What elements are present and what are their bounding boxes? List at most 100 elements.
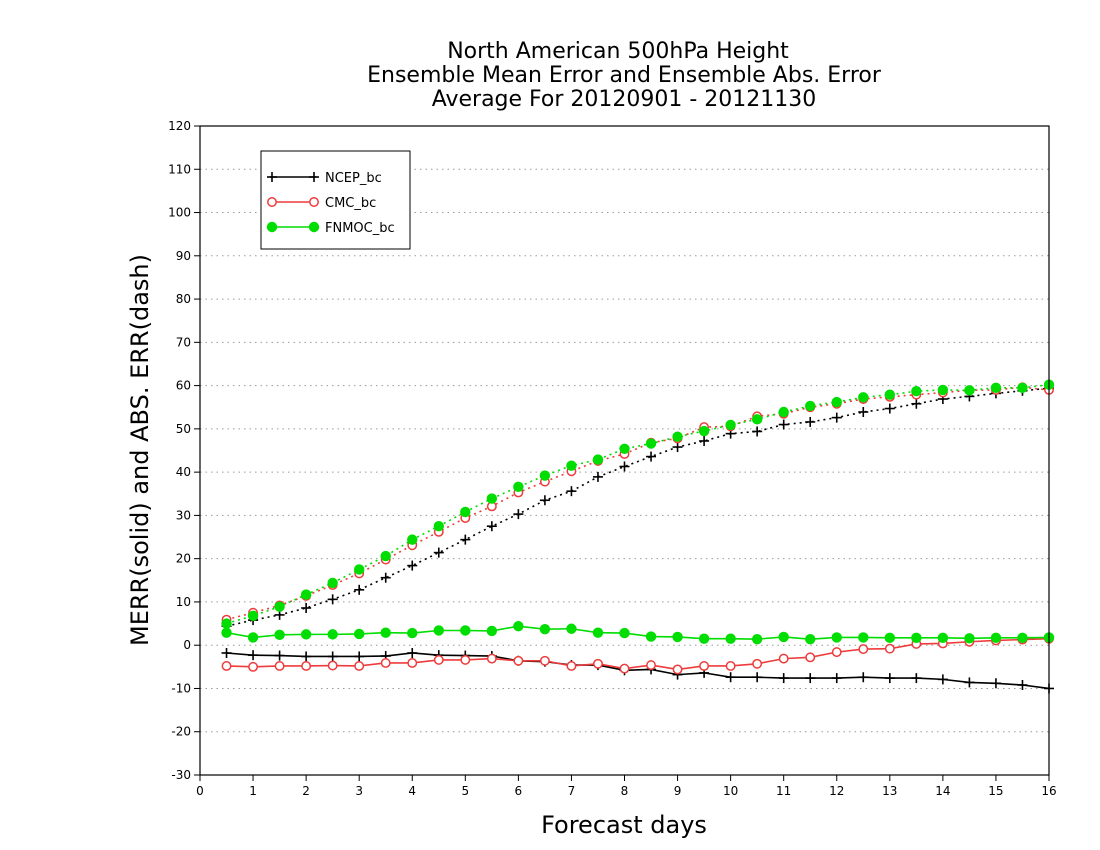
- y-tick-label: 10: [176, 595, 191, 609]
- series-layer: [221, 379, 1055, 694]
- point-merr-cmc-bc: [433, 654, 444, 665]
- legend-marker: [267, 197, 277, 207]
- point-abs-err-fnmoc-bc: [1017, 382, 1028, 393]
- point-abs-err-ncep-bc: [539, 495, 550, 506]
- point-merr-fnmoc-bc: [778, 631, 789, 643]
- point-merr-ncep-bc: [831, 673, 842, 684]
- point-merr-fnmoc-bc: [221, 627, 232, 638]
- series-ncep-bc: [221, 383, 1054, 694]
- grid: [200, 168, 1049, 733]
- point-merr-cmc-bc: [593, 658, 603, 669]
- legend-entries: NCEP_bc CMC_bc FNMOC_bc: [266, 171, 395, 236]
- x-tick-label: 2: [302, 784, 310, 798]
- point-merr-fnmoc-bc: [327, 629, 338, 640]
- x-tick-label: 10: [723, 784, 738, 798]
- legend-label: CMC_bc: [325, 196, 376, 211]
- point-merr-fnmoc-bc: [513, 620, 524, 632]
- point-merr-cmc-bc: [380, 657, 391, 668]
- point-merr-fnmoc-bc: [460, 625, 471, 636]
- point-abs-err-fnmoc-bc: [486, 493, 498, 504]
- point-abs-err-fnmoc-bc: [619, 443, 630, 454]
- point-merr-fnmoc-bc: [645, 631, 657, 642]
- point-merr-ncep-bc: [407, 647, 418, 658]
- point-merr-cmc-bc: [646, 660, 656, 671]
- point-abs-err-fnmoc-bc: [221, 618, 232, 629]
- point-merr-ncep-bc: [301, 651, 312, 662]
- point-merr-fnmoc-bc: [247, 632, 259, 643]
- point-merr-cmc-bc: [301, 661, 312, 671]
- point-merr-cmc-bc: [460, 654, 471, 665]
- point-merr-fnmoc-bc: [990, 632, 1002, 644]
- point-abs-err-fnmoc-bc: [884, 389, 896, 400]
- point-merr-cmc-bc: [539, 655, 550, 666]
- series-fnmoc-bc: [221, 379, 1055, 645]
- x-tick-label: 8: [621, 784, 629, 798]
- series-line-abs-err-ncep-bc: [226, 387, 1050, 627]
- point-abs-err-ncep-bc: [592, 471, 603, 482]
- point-abs-err-fnmoc-bc: [858, 392, 869, 403]
- point-abs-err-ncep-bc: [460, 534, 471, 545]
- point-abs-err-fnmoc-bc: [911, 386, 922, 397]
- point-merr-cmc-bc: [407, 657, 418, 668]
- y-tick-label: -10: [171, 681, 191, 695]
- point-merr-cmc-bc: [831, 647, 842, 658]
- legend-label: FNMOC_bc: [325, 221, 395, 236]
- point-merr-fnmoc-bc: [486, 625, 498, 637]
- point-abs-err-ncep-bc: [831, 412, 842, 423]
- series-cmc-bc: [221, 382, 1054, 675]
- y-tick-label: 20: [176, 552, 191, 566]
- point-merr-fnmoc-bc: [672, 631, 683, 643]
- series-line-merr-ncep-bc: [226, 652, 1050, 690]
- point-abs-err-ncep-bc: [884, 403, 895, 414]
- point-merr-fnmoc-bc: [698, 633, 710, 644]
- point-merr-fnmoc-bc: [407, 627, 418, 639]
- point-merr-fnmoc-bc: [300, 629, 312, 640]
- point-merr-fnmoc-bc: [380, 627, 391, 638]
- point-merr-fnmoc-bc: [831, 632, 842, 643]
- point-merr-cmc-bc: [354, 661, 365, 671]
- legend-item-cmc-bc: CMC_bc: [267, 196, 376, 211]
- point-abs-err-ncep-bc: [407, 560, 418, 571]
- point-abs-err-fnmoc-bc: [725, 419, 736, 431]
- point-merr-ncep-bc: [1017, 680, 1028, 691]
- y-tick-label: 90: [176, 249, 191, 263]
- point-abs-err-ncep-bc: [672, 442, 683, 453]
- point-abs-err-fnmoc-bc: [805, 400, 816, 412]
- point-merr-cmc-bc: [274, 661, 285, 671]
- series-line-abs-err-fnmoc-bc: [226, 383, 1050, 625]
- x-tick-label: 3: [355, 784, 363, 798]
- legend: NCEP_bc CMC_bc FNMOC_bc: [260, 150, 411, 250]
- x-tick-label: 16: [1041, 784, 1056, 798]
- point-abs-err-ncep-bc: [646, 451, 657, 462]
- point-merr-fnmoc-bc: [805, 633, 816, 645]
- point-abs-err-fnmoc-bc: [964, 385, 975, 396]
- point-abs-err-ncep-bc: [327, 594, 338, 605]
- y-axis-label: MERR(solid) and ABS. ERR(dash): [126, 254, 154, 646]
- point-merr-ncep-bc: [725, 672, 736, 683]
- x-tick-label: 1: [249, 784, 257, 798]
- x-tick-label: 12: [829, 784, 844, 798]
- point-merr-cmc-bc: [248, 661, 259, 672]
- point-merr-fnmoc-bc: [353, 628, 365, 640]
- point-abs-err-fnmoc-bc: [327, 577, 338, 589]
- point-abs-err-ncep-bc: [513, 509, 524, 520]
- chart-title-line-2: Ensemble Mean Error and Ensemble Abs. Er…: [367, 63, 882, 88]
- legend-marker: [266, 221, 278, 233]
- point-abs-err-ncep-bc: [354, 584, 365, 595]
- x-tick-label: 9: [674, 784, 682, 798]
- point-merr-cmc-bc: [486, 653, 497, 664]
- legend-marker: [309, 197, 319, 207]
- point-merr-ncep-bc: [884, 673, 895, 684]
- point-merr-fnmoc-bc: [592, 627, 604, 638]
- point-merr-fnmoc-bc: [566, 623, 577, 634]
- point-merr-ncep-bc: [964, 677, 975, 688]
- point-abs-err-ncep-bc: [911, 398, 922, 409]
- y-tick-label: 60: [176, 379, 191, 393]
- point-merr-fnmoc-bc: [751, 633, 763, 645]
- point-abs-err-ncep-bc: [301, 602, 312, 613]
- y-tick-label: 100: [168, 206, 191, 220]
- point-merr-fnmoc-bc: [539, 623, 551, 635]
- point-abs-err-ncep-bc: [619, 461, 630, 472]
- chart-title-line-3: Average For 20120901 - 20121130: [432, 87, 817, 112]
